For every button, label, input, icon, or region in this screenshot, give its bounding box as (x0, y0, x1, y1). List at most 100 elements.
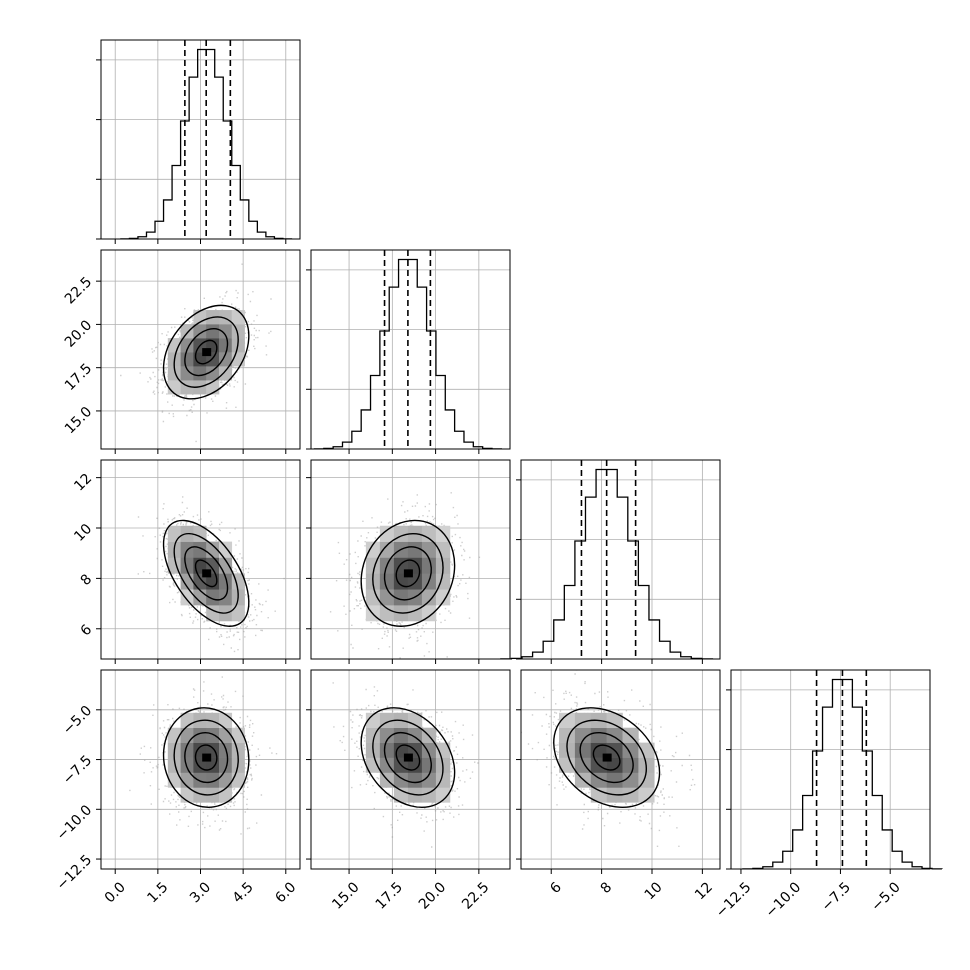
y-tick-label: 20.0 (62, 317, 95, 350)
density-cell (421, 557, 437, 574)
x-tick-label: 0.0 (102, 879, 129, 906)
histogram-step (313, 258, 502, 450)
density-cell (206, 324, 220, 339)
histogram-step (500, 468, 714, 660)
density-cell (180, 324, 194, 339)
contour-level (184, 546, 229, 601)
density-cell (435, 742, 451, 758)
x-tick-label: 22.5 (459, 879, 492, 912)
contour-level (372, 719, 444, 796)
x-tick-label: 3.0 (187, 879, 214, 906)
density-cell (167, 757, 181, 773)
x-tick-label: 12 (692, 879, 716, 903)
density-peak (602, 753, 612, 762)
hist-panel-2 (500, 459, 721, 664)
density-cell (574, 727, 592, 743)
panel-content (129, 676, 278, 835)
density-cell (407, 541, 423, 558)
contour-level (184, 731, 229, 784)
density-cell (231, 605, 245, 622)
density-cell (435, 589, 451, 606)
contour-level (173, 532, 239, 614)
density-cell (421, 605, 437, 622)
contour-level (553, 707, 661, 809)
density-cell (231, 310, 245, 325)
density-cell (379, 605, 395, 622)
density-cell (379, 541, 395, 558)
density-cell (231, 742, 245, 758)
density-cell (206, 772, 220, 788)
contour-level (194, 339, 218, 365)
density-cell (393, 727, 409, 743)
pair-panel-3-2 (516, 669, 721, 874)
density-cell (393, 589, 409, 606)
density-cell (206, 589, 220, 606)
y-tick-label: −12.5 (54, 852, 96, 894)
x-tick-label: −5.0 (868, 879, 903, 914)
y-tick-label: 6 (78, 622, 96, 640)
density-cell (193, 324, 207, 339)
pair-panel-2-0 (96, 459, 301, 664)
density-cell (193, 772, 207, 788)
density-cell (574, 742, 592, 758)
density-peak (403, 753, 413, 762)
density-cell (218, 338, 233, 353)
density-cell (590, 727, 607, 743)
density-cell (193, 727, 207, 743)
density-cell (606, 772, 623, 788)
density-cell (393, 787, 409, 803)
density-cell (218, 589, 233, 606)
density-cell (218, 573, 233, 590)
density-cell (559, 712, 576, 729)
scatter-points (329, 492, 481, 659)
contour-level (383, 546, 432, 601)
density-cell (421, 525, 437, 542)
density-cell (193, 573, 207, 590)
contour-level (173, 719, 239, 796)
density-cell (180, 757, 194, 773)
panel-frame (100, 459, 301, 660)
contour-level (383, 731, 432, 784)
density-cell (180, 366, 194, 381)
density-cell (379, 727, 395, 743)
y-tick-label: 10 (71, 521, 95, 545)
contour-level (162, 304, 250, 400)
scatter-points (129, 676, 278, 835)
y-tick-label: 15.0 (62, 404, 95, 437)
density-cell (421, 541, 437, 558)
panel-content (329, 492, 481, 659)
density-cell (638, 742, 655, 758)
density-cell (193, 541, 207, 558)
panel-content (120, 263, 272, 443)
contour-level (173, 316, 239, 388)
contour-level (592, 744, 621, 771)
panel-content (137, 496, 285, 653)
histogram-step (742, 678, 943, 870)
panel-frame (100, 249, 301, 450)
x-tick-label: 20.0 (416, 879, 449, 912)
contour-level (579, 731, 634, 784)
contour-level (372, 532, 444, 614)
density-peak (202, 569, 212, 578)
panel-frame (310, 249, 511, 450)
x-tick-label: 4.5 (230, 879, 257, 906)
density-cell (365, 589, 381, 606)
hist-panel-0 (96, 39, 301, 244)
density-peak (202, 348, 212, 357)
density-cell (180, 352, 194, 367)
density-cell (421, 589, 437, 606)
x-tick-label: 6.0 (272, 879, 299, 906)
density-cell (218, 324, 233, 339)
pair-panel-2-1 (306, 459, 511, 664)
contour-level (395, 559, 421, 588)
density-peak (202, 753, 212, 762)
density-cell (206, 366, 220, 381)
contour-level (395, 744, 421, 771)
density-cell (218, 366, 233, 381)
panel-frame (520, 459, 721, 660)
y-tick-label: 17.5 (62, 361, 95, 394)
hist-panel-1 (306, 249, 511, 454)
histogram-step (120, 48, 293, 240)
y-tick-label: −5.0 (60, 703, 95, 738)
